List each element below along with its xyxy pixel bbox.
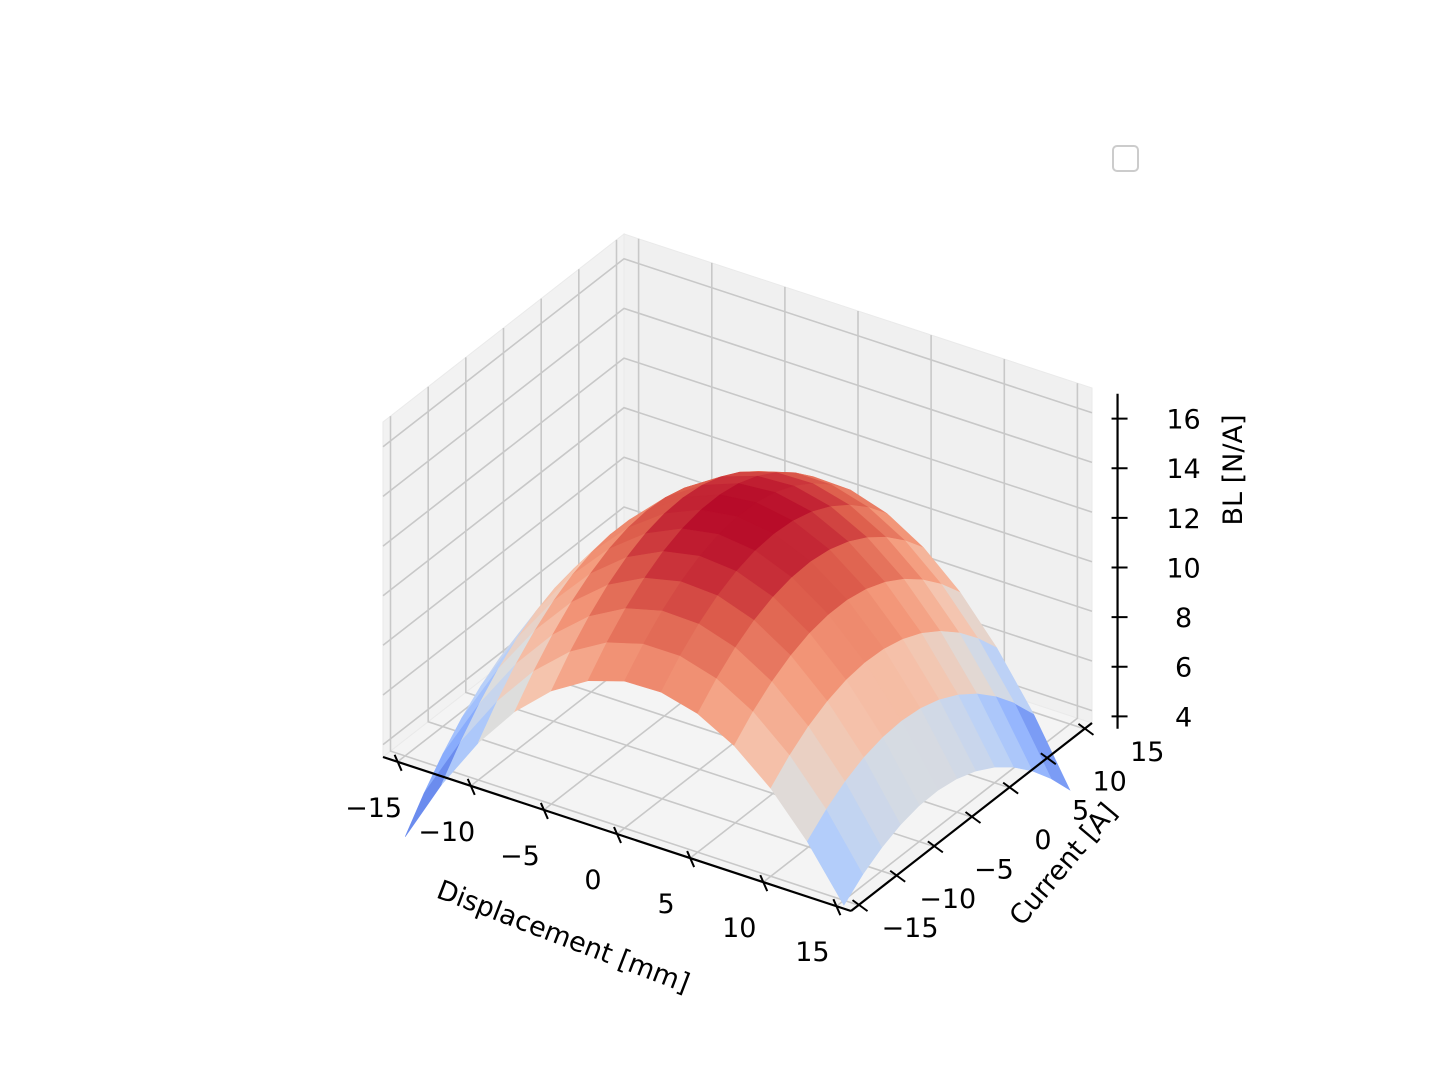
y-tick-label: −5 bbox=[974, 854, 1014, 885]
z-axis-label: BL [N/A] bbox=[1218, 415, 1249, 526]
surface-patch bbox=[806, 809, 864, 906]
y-tick bbox=[851, 899, 869, 912]
x-tick-label: −5 bbox=[500, 841, 540, 872]
gridline-z bbox=[382, 456, 1093, 646]
x-axis-label: Displacement [mm] bbox=[432, 875, 693, 1000]
legend-box bbox=[1112, 145, 1139, 172]
gridline-y bbox=[427, 386, 897, 877]
y-tick-label: 10 bbox=[1092, 766, 1126, 797]
x-tick-label: 5 bbox=[658, 889, 675, 920]
y-tick-label: −10 bbox=[919, 884, 976, 915]
x-tick-label: 0 bbox=[584, 865, 601, 896]
y-tick bbox=[1002, 781, 1019, 795]
z-tick-label: 6 bbox=[1175, 653, 1192, 684]
y-tick-label: 5 bbox=[1072, 796, 1089, 827]
y-tick bbox=[964, 811, 982, 824]
x-tick-label: −10 bbox=[418, 817, 475, 848]
gridline-z bbox=[382, 307, 1093, 498]
y-tick-label: −15 bbox=[882, 913, 939, 944]
z-tick-label: 12 bbox=[1166, 504, 1200, 535]
y-tick bbox=[927, 840, 944, 854]
x-tick bbox=[539, 802, 549, 820]
y-tick-label: 0 bbox=[1034, 825, 1051, 856]
x-tick-label: −15 bbox=[345, 793, 402, 824]
y-tick bbox=[1040, 752, 1057, 766]
z-tick-label: 16 bbox=[1166, 405, 1200, 436]
z-tick-label: 10 bbox=[1166, 553, 1200, 584]
gridline-z bbox=[382, 257, 1093, 448]
gridline-x bbox=[835, 383, 1079, 907]
gridline-z bbox=[382, 357, 1093, 547]
x-tick bbox=[613, 826, 622, 844]
x-tick bbox=[759, 874, 769, 892]
x-tick-label: 15 bbox=[795, 937, 829, 968]
y-axis-label: Current [A] bbox=[1004, 797, 1124, 931]
x-tick bbox=[832, 898, 842, 916]
z-tick-label: 8 bbox=[1175, 603, 1192, 634]
z-tick-label: 4 bbox=[1175, 702, 1192, 733]
bl-surface bbox=[404, 471, 1071, 906]
y-tick-label: 15 bbox=[1130, 737, 1164, 768]
z-tick-label: 14 bbox=[1166, 454, 1200, 485]
x-tick bbox=[466, 778, 476, 796]
x-tick bbox=[686, 850, 696, 868]
x-tick bbox=[393, 754, 403, 772]
y-tick bbox=[889, 869, 906, 883]
y-tick bbox=[1077, 723, 1095, 736]
x-tick-label: 10 bbox=[722, 913, 756, 944]
gridline-y bbox=[389, 416, 859, 906]
gridline-z bbox=[382, 406, 1093, 597]
